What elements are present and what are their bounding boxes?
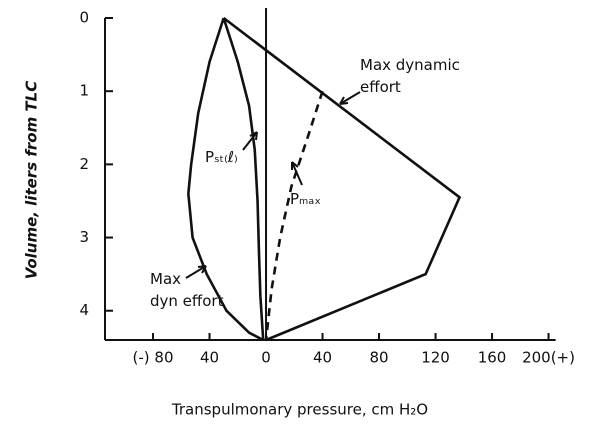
annotation-arrows — [185, 91, 361, 279]
x-tick-label: 80 — [369, 349, 388, 367]
x-tick-label: 200(+) — [522, 349, 575, 367]
series-label: Pₘₐₓ — [290, 190, 321, 208]
x-tick-label: 120 — [421, 349, 450, 367]
x-tick-label: (-) 80 — [133, 349, 174, 367]
series-line — [187, 17, 264, 342]
y-tick-label: 3 — [79, 228, 89, 246]
x-axis-label: Transpulmonary pressure, cm H₂O — [171, 401, 428, 419]
series-line — [222, 17, 265, 341]
series-line — [222, 16, 462, 342]
x-tick-label: 40 — [200, 349, 219, 367]
y-tick-label: 4 — [79, 301, 89, 319]
series-label: Max dynamic effort — [360, 56, 460, 96]
x-tick-label: 160 — [478, 349, 507, 367]
x-tick-label: 40 — [313, 349, 332, 367]
x-tick-label: 0 — [261, 349, 271, 367]
series-label: Max dyn effort — [150, 270, 224, 310]
y-tick-label: 0 — [79, 9, 89, 27]
series-line — [264, 90, 324, 341]
y-tick-label: 2 — [79, 155, 89, 173]
y-tick-label: 1 — [79, 82, 89, 100]
series-label: Pₛₜ₍ℓ₎ — [205, 148, 238, 166]
y-axis-label: Volume, liters from TLC — [23, 81, 41, 279]
